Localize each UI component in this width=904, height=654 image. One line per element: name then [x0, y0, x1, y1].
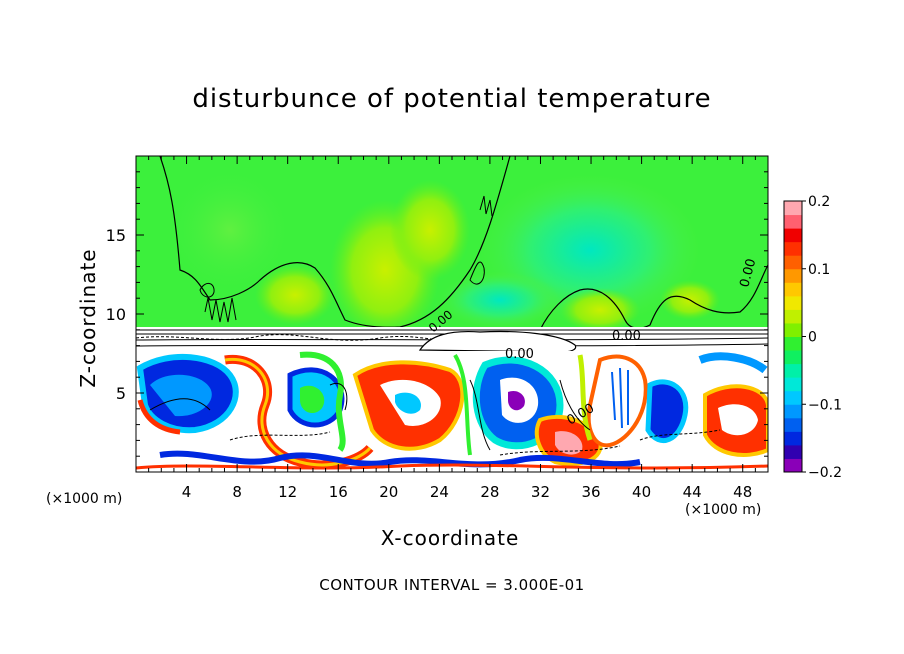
- colorbar-swatch: [784, 390, 802, 405]
- x-tick-label: 28: [480, 483, 499, 501]
- field-layer: [136, 156, 768, 472]
- x-tick-label: 8: [232, 483, 242, 501]
- colorbar-swatch: [784, 241, 802, 256]
- x-axis-label: X-coordinate: [380, 526, 520, 550]
- boundary-cap: [418, 330, 577, 353]
- colorbar-swatch: [784, 295, 802, 310]
- colorbar-tick-label: 0.2: [808, 194, 830, 210]
- contour-spike: [204, 297, 237, 323]
- x-tick-label: 12: [278, 483, 297, 501]
- x-tick-label: 16: [329, 483, 348, 501]
- x-unit-label: (×1000 m): [685, 502, 762, 518]
- contour-line: [159, 156, 511, 328]
- colorbar-swatch: [784, 458, 802, 473]
- upper-yellow-anomaly-3: [255, 265, 335, 325]
- colorbar-swatch: [784, 282, 802, 297]
- boundary-contours-dashed: [136, 334, 471, 341]
- colorbar-tick-label: 0: [808, 330, 817, 346]
- colorbar-swatch: [784, 255, 802, 270]
- upper-yellow-anomaly-2: [390, 180, 470, 280]
- contour-line: [539, 264, 768, 331]
- y-tick-label: 10: [106, 305, 126, 324]
- contour-loop: [199, 283, 215, 298]
- x-tick-label: 40: [632, 483, 651, 501]
- lower-eddies: [136, 351, 768, 470]
- contour-interval-note: CONTOUR INTERVAL = 3.000E-01: [319, 576, 585, 594]
- colorbar-swatch: [784, 350, 802, 365]
- lower-contours-dashed: [229, 429, 721, 456]
- colorbar-swatch: [784, 309, 802, 324]
- colorbar-swatch: [784, 363, 802, 378]
- colorbar-swatch: [784, 268, 802, 283]
- colorbar-swatch: [784, 201, 802, 216]
- y-tick-label: 5: [116, 384, 126, 403]
- x-tick-label: 44: [683, 483, 702, 501]
- contour-label: 0.00: [612, 329, 641, 344]
- colorbar-swatch: [784, 404, 802, 419]
- x-axis: 4 8 12 16 20 24 28 32 36 40 44 48: [148, 156, 756, 501]
- upper-cyan-anomaly-2: [440, 272, 560, 328]
- chart-title: disturbunce of potential temperature: [192, 84, 712, 114]
- colorbar-tick-label: 0.1: [808, 262, 830, 278]
- colorbar-swatch: [784, 214, 802, 229]
- colorbar-swatch: [784, 444, 802, 459]
- z-unit-label: (×1000 m): [46, 491, 123, 507]
- contour-loop: [469, 261, 485, 285]
- x-tick-label: 20: [379, 483, 398, 501]
- x-tick-label: 4: [182, 483, 192, 501]
- colorbar-swatch: [784, 377, 802, 392]
- contour-label: 0.00: [505, 347, 534, 362]
- x-tick-label: 36: [581, 483, 600, 501]
- colorbar-swatch: [784, 228, 802, 243]
- y-axis-label: Z-coordinate: [76, 248, 100, 388]
- colorbar-swatch: [784, 431, 802, 446]
- x-tick-label: 24: [430, 483, 449, 501]
- colorbar-swatch: [784, 336, 802, 351]
- upper-green-anomaly: [170, 170, 290, 290]
- y-tick-label: 15: [106, 226, 126, 245]
- colorbar: 0.2 0.1 0 −0.1 −0.2: [783, 194, 842, 481]
- colorbar-swatch: [784, 322, 802, 337]
- colorbar-swatch: [784, 417, 802, 432]
- x-tick-label: 48: [733, 483, 752, 501]
- y-axis: 5 10 15: [106, 171, 768, 457]
- contour-label: 0.00: [737, 257, 759, 289]
- upper-yellow-anomaly-4: [560, 288, 640, 332]
- contour-spike: [479, 195, 493, 217]
- x-tick-label: 32: [531, 483, 550, 501]
- colorbar-tick-label: −0.2: [808, 465, 842, 481]
- colorbar-tick-label: −0.1: [808, 397, 842, 413]
- lower-contours: [149, 379, 591, 451]
